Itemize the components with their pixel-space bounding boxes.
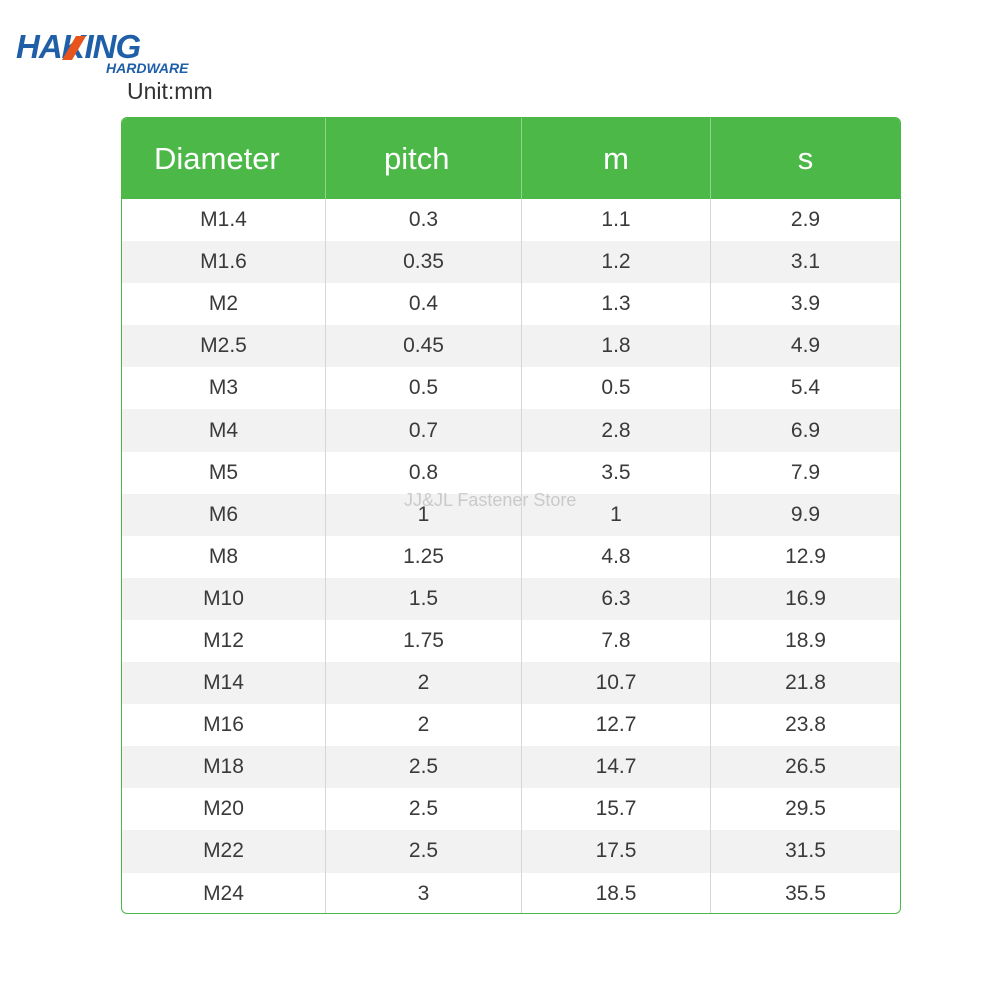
table-cell: 26.5 — [785, 755, 826, 779]
table-row: M16 2 12.7 23.8 — [122, 704, 900, 747]
table-cell: 0.8 — [326, 451, 522, 494]
table-cell: M18 — [122, 746, 326, 789]
table-cell: 15.7 — [522, 788, 711, 831]
logo-accent-stripe — [62, 36, 86, 60]
table-cell: M24 — [122, 872, 326, 913]
table-cell: 2 — [326, 704, 522, 747]
table-cell: 0.4 — [326, 283, 522, 326]
table-cell: 2.9 — [790, 208, 821, 232]
table-cell: 31.5 — [785, 839, 826, 863]
table-cell: 1.75 — [326, 619, 522, 663]
table-cell: 1.25 — [326, 535, 522, 578]
table-cell: M1.4 — [122, 199, 326, 242]
table-cell: 14.7 — [522, 746, 711, 789]
table-row: M2.5 0.45 1.8 4.9 — [122, 325, 900, 368]
table-cell: 1 — [522, 493, 711, 536]
table-cell: 1.8 — [522, 325, 711, 368]
table-row: M3 0.5 0.5 5.4 — [122, 367, 900, 410]
table-row: M5 0.8 3.5 7.9 — [122, 451, 900, 494]
table-cell: 1.1 — [522, 199, 711, 242]
header-m: m — [522, 118, 711, 199]
header-s: s — [797, 140, 814, 176]
table-cell: M1.6 — [122, 241, 326, 284]
table-row: M10 1.5 6.3 16.9 — [122, 577, 900, 620]
table-body: M1.4 0.3 1.1 2.9 M1.6 0.35 1.2 3.1 M2 0.4 1.3 3.9 M2… — [122, 199, 900, 913]
table-cell: M3 — [122, 367, 326, 410]
table-cell: M2 — [122, 283, 326, 326]
table-cell: 1.5 — [326, 577, 522, 620]
table-cell: M20 — [122, 788, 326, 831]
table-cell: M8 — [122, 535, 326, 578]
table-header: Diameter pitch m s — [122, 118, 900, 199]
table-cell: 18.5 — [522, 872, 711, 913]
table-cell: 17.5 — [522, 830, 711, 873]
spec-table: Diameter pitch m s M1.4 0.3 1.1 2.9 M1.6 0.35… — [121, 117, 901, 914]
table-cell: 6.3 — [522, 577, 711, 620]
table-cell: 7.8 — [522, 619, 711, 663]
table-cell: 0.3 — [326, 199, 522, 242]
table-cell: 3.9 — [790, 292, 821, 316]
table-row: M24 3 18.5 35.5 — [122, 872, 900, 913]
table-cell: 12.9 — [785, 544, 826, 568]
table-cell: M22 — [122, 830, 326, 873]
table-row: M6 1 1 9.9 — [122, 493, 900, 536]
table-row: M4 0.7 2.8 6.9 — [122, 409, 900, 452]
table-row: M22 2.5 17.5 31.5 — [122, 830, 900, 873]
table-cell: 5.4 — [790, 376, 821, 400]
table-cell: 35.5 — [785, 881, 826, 905]
table-cell: 1.3 — [522, 283, 711, 326]
table-cell: 2.5 — [326, 746, 522, 789]
table-cell: 7.9 — [790, 460, 821, 484]
table-cell: 29.5 — [785, 797, 826, 821]
table-cell: 16.9 — [785, 586, 826, 610]
table-cell: M12 — [122, 619, 326, 663]
table-cell: 1.2 — [522, 241, 711, 284]
table-row: M20 2.5 15.7 29.5 — [122, 788, 900, 831]
table-cell: 9.9 — [790, 502, 821, 526]
table-row: M18 2.5 14.7 26.5 — [122, 746, 900, 789]
table-cell: M14 — [122, 662, 326, 705]
table-cell: 23.8 — [785, 713, 826, 737]
table-cell: M10 — [122, 577, 326, 620]
brand-subtitle: HARDWARE — [106, 60, 189, 76]
table-cell: M16 — [122, 704, 326, 747]
haking-logo-icon: HAKING HARDWARE — [16, 30, 189, 76]
table-cell: 3.5 — [522, 451, 711, 494]
table-cell: 0.7 — [326, 409, 522, 452]
table-cell: 10.7 — [522, 662, 711, 705]
table-cell: M5 — [122, 451, 326, 494]
unit-label: Unit:mm — [127, 78, 213, 104]
table-cell: 4.9 — [790, 334, 821, 358]
table-row: M8 1.25 4.8 12.9 — [122, 535, 900, 578]
table-cell: 2.5 — [326, 830, 522, 873]
table-row: M1.4 0.3 1.1 2.9 — [122, 199, 900, 242]
table-cell: 6.9 — [790, 418, 821, 442]
table-cell: M4 — [122, 409, 326, 452]
table-cell: 1 — [326, 493, 522, 536]
table-cell: 3.1 — [790, 250, 821, 274]
table-row: M12 1.75 7.8 18.9 — [122, 619, 900, 663]
table-cell: 0.5 — [326, 367, 522, 410]
table-cell: 2.8 — [522, 409, 711, 452]
table-cell: 3 — [326, 872, 522, 913]
brand-logo: HAKING HARDWARE — [14, 30, 228, 80]
table-cell: M2.5 — [122, 325, 326, 368]
table-cell: 0.5 — [522, 367, 711, 410]
table-row: M14 2 10.7 21.8 — [122, 662, 900, 705]
table-cell: 18.9 — [785, 628, 826, 652]
table-cell: 2 — [326, 662, 522, 705]
table-cell: M6 — [122, 493, 326, 536]
table-cell: 0.35 — [326, 241, 522, 284]
header-diameter: Diameter — [122, 118, 326, 199]
table-cell: 12.7 — [522, 704, 711, 747]
table-row: M1.6 0.35 1.2 3.1 — [122, 241, 900, 284]
table-row: M2 0.4 1.3 3.9 — [122, 283, 900, 326]
table-cell: 2.5 — [326, 788, 522, 831]
table-cell: 4.8 — [522, 535, 711, 578]
header-pitch: pitch — [326, 118, 522, 199]
table-cell: 21.8 — [785, 671, 826, 695]
table-cell: 0.45 — [326, 325, 522, 368]
